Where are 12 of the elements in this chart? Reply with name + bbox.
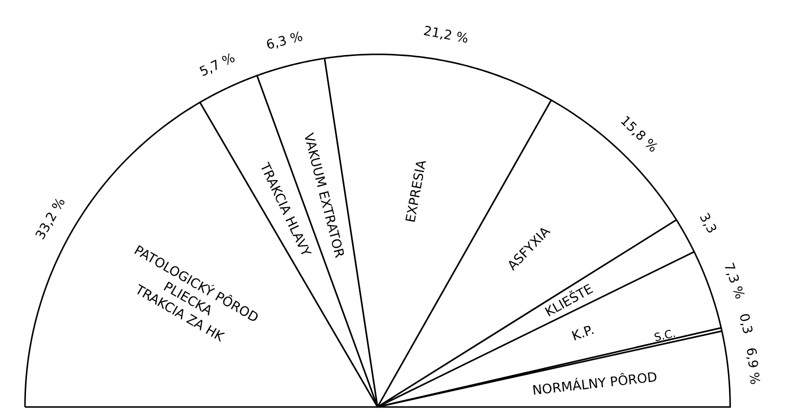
slice-label: EXPRESIA — [404, 158, 430, 224]
slice-label: K.P. — [570, 322, 596, 344]
data-label: 3,3 — [696, 210, 720, 236]
slice-label: S.C. — [652, 326, 677, 344]
data-label: 5,7 % — [198, 50, 238, 80]
slice-label: NORMÁLNY PÔROD — [531, 368, 658, 399]
data-label: 7,3 % — [720, 261, 747, 302]
data-label: 6,9 % — [742, 346, 762, 386]
data-label: 6,3 % — [264, 30, 304, 54]
data-label: 21,2 % — [422, 24, 470, 47]
data-label: 0,3 — [736, 312, 755, 336]
data-label: 33,2 % — [33, 196, 69, 242]
